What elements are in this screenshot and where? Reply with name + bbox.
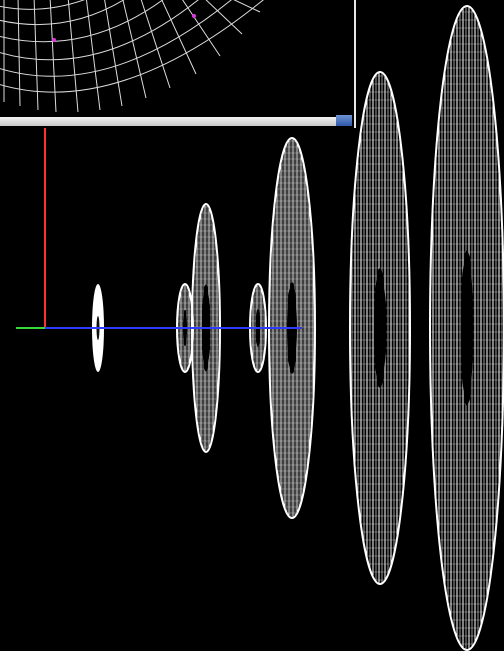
- vertex-marker: [192, 14, 196, 18]
- vertex-marker: [52, 38, 56, 42]
- inset-grid-canvas: [0, 0, 352, 126]
- inset-grid-window[interactable]: [0, 0, 356, 128]
- inset-scrollbar-thumb[interactable]: [336, 115, 352, 126]
- disk-section-7: [429, 5, 504, 651]
- axis-gizmo: [16, 128, 302, 329]
- disk-section-6: [349, 71, 411, 585]
- inset-scrollbar-track[interactable]: [0, 117, 352, 126]
